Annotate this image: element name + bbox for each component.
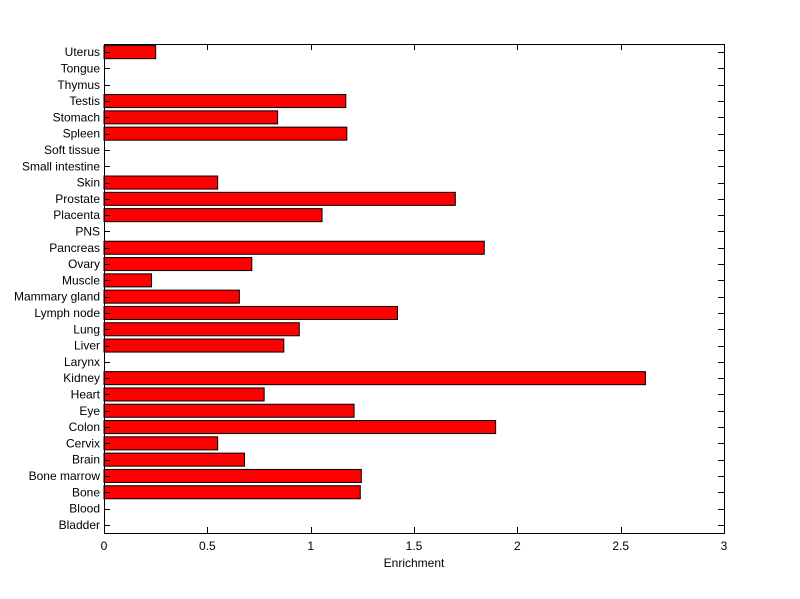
y-tick-label-heart: Heart xyxy=(71,387,101,401)
bar-cervix xyxy=(103,436,219,451)
bar-lymph-node xyxy=(103,305,398,320)
x-tick-label: 1 xyxy=(307,539,314,553)
x-tick-label: 3 xyxy=(721,539,728,553)
x-tick-label: 2.5 xyxy=(612,539,629,553)
y-tick-label-lymph-node: Lymph node xyxy=(34,306,100,320)
bar-heart xyxy=(103,387,265,402)
bar-testis xyxy=(103,94,347,109)
y-tick-label-brain: Brain xyxy=(72,453,100,467)
y-tick-label-uterus: Uterus xyxy=(65,45,100,59)
x-axis-label: Enrichment xyxy=(384,556,445,570)
y-tick-label-thymus: Thymus xyxy=(57,78,100,92)
bar-lung xyxy=(103,322,300,337)
y-tick-label-larynx: Larynx xyxy=(64,355,100,369)
bar-spleen xyxy=(103,126,348,141)
x-tick-label: 0.5 xyxy=(199,539,216,553)
bar-muscle xyxy=(103,273,153,288)
y-tick-label-tongue: Tongue xyxy=(61,61,101,75)
y-tick-label-spleen: Spleen xyxy=(63,127,100,141)
x-tick-label: 2 xyxy=(514,539,521,553)
plot-frame xyxy=(104,44,725,534)
tick-labels-group: Bladder Blood Bone Bone marrow Brain Cervix Co… xyxy=(14,45,728,553)
y-tick-label-stomach: Stomach xyxy=(53,110,100,124)
y-tick-label-mammary-gland: Mammary gland xyxy=(14,290,100,304)
y-tick-label-pancreas: Pancreas xyxy=(49,241,100,255)
bar-eye xyxy=(103,403,355,418)
y-tick-label-colon: Colon xyxy=(69,420,100,434)
y-tick-label-lung: Lung xyxy=(73,322,100,336)
bar-colon xyxy=(103,420,497,435)
bar-stomach xyxy=(103,110,279,125)
y-tick-label-blood: Blood xyxy=(69,502,100,516)
bar-bone xyxy=(103,485,361,500)
y-tick-label-eye: Eye xyxy=(79,404,100,418)
y-tick-label-ovary: Ovary xyxy=(68,257,100,271)
x-tick-label: 1.5 xyxy=(406,539,423,553)
y-tick-label-prostate: Prostate xyxy=(55,192,100,206)
y-tick-label-soft-tissue: Soft tissue xyxy=(44,143,100,157)
bar-pancreas xyxy=(103,240,485,255)
y-tick-label-testis: Testis xyxy=(69,94,100,108)
bars-group xyxy=(103,45,646,500)
y-tick-label-small-intestine: Small intestine xyxy=(22,159,100,173)
y-tick-label-kidney: Kidney xyxy=(63,371,100,385)
bar-kidney xyxy=(103,371,646,386)
bar-bone-marrow xyxy=(103,468,362,483)
y-tick-label-skin: Skin xyxy=(77,176,100,190)
bar-brain xyxy=(103,452,246,467)
bar-ovary xyxy=(103,257,253,272)
y-tick-label-bone-marrow: Bone marrow xyxy=(29,469,101,483)
y-tick-label-placenta: Placenta xyxy=(53,208,100,222)
y-tick-label-bone: Bone xyxy=(72,485,100,499)
x-tick-label: 0 xyxy=(101,539,108,553)
y-tick-label-pns: PNS xyxy=(75,224,100,238)
bar-mammary-gland xyxy=(103,289,240,304)
y-tick-label-cervix: Cervix xyxy=(66,436,100,450)
bar-liver xyxy=(103,338,285,353)
bar-uterus xyxy=(103,45,157,60)
bar-prostate xyxy=(103,191,456,206)
y-tick-label-liver: Liver xyxy=(74,339,100,353)
y-tick-label-bladder: Bladder xyxy=(59,518,100,532)
bar-skin xyxy=(103,175,219,190)
bar-placenta xyxy=(103,208,323,223)
y-tick-label-muscle: Muscle xyxy=(62,273,100,287)
